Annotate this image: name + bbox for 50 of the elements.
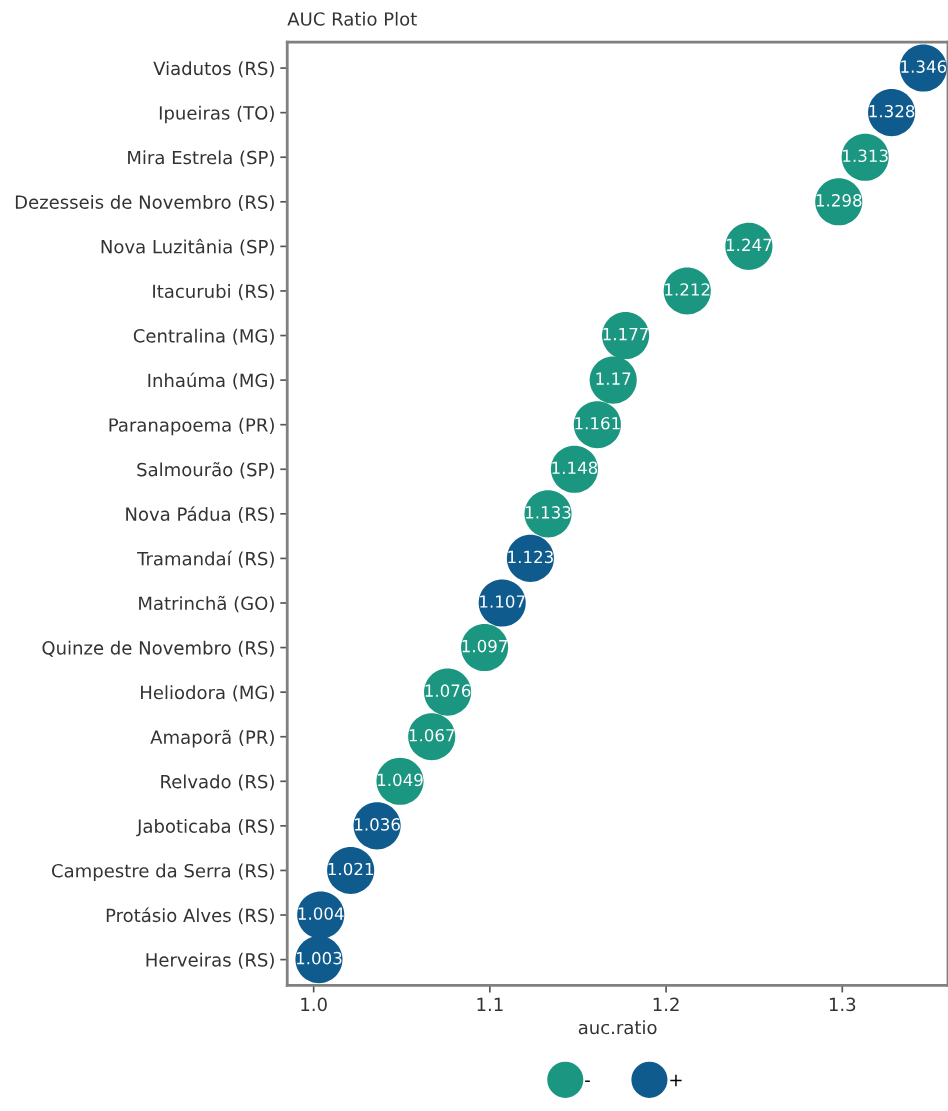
x-axis-title: auc.ratio bbox=[578, 1020, 657, 1035]
data-label: 1.049 bbox=[377, 773, 423, 787]
data-label: 1.067 bbox=[409, 728, 455, 742]
data-label: 1.161 bbox=[575, 416, 620, 430]
y-tick-label: Paranapoema (PR) bbox=[109, 417, 274, 436]
y-tick-label: Relvado (RS) bbox=[161, 774, 274, 791]
data-label: 1.212 bbox=[665, 283, 710, 296]
y-tick-label: Herveiras (RS) bbox=[146, 952, 274, 969]
data-label: 1.004 bbox=[298, 907, 344, 920]
data-label: 1.003 bbox=[296, 951, 342, 965]
y-tick-label: Itacurubi (RS) bbox=[153, 284, 274, 301]
y-tick-label: Campestre da Serra (RS) bbox=[52, 863, 274, 882]
data-label: 1.148 bbox=[552, 461, 598, 475]
y-tick-label: Quinze de Novembro (RS) bbox=[42, 640, 274, 657]
data-label: 1.076 bbox=[425, 684, 471, 697]
y-tick-label: Viadutos (RS) bbox=[153, 61, 274, 78]
y-tick-label: Heliodora (MG) bbox=[141, 685, 274, 702]
chart-title: AUC Ratio Plot bbox=[287, 11, 417, 26]
y-tick-label: Mira Estrela (SP) bbox=[128, 150, 274, 167]
data-label: 1.133 bbox=[526, 506, 571, 519]
y-tick-label: Salmourão (SP) bbox=[137, 462, 274, 479]
data-label: 1.313 bbox=[843, 149, 888, 163]
data-label: 1.328 bbox=[869, 104, 915, 118]
data-label: 1.177 bbox=[603, 327, 648, 341]
y-tick-label: Inhaúma (MG) bbox=[148, 372, 274, 390]
y-tick-label: Amaporã (PR) bbox=[150, 729, 274, 748]
legend-label: + bbox=[670, 1074, 682, 1087]
data-label: 1.107 bbox=[480, 595, 525, 608]
y-tick-label: Nova Pádua (RS) bbox=[126, 506, 274, 524]
x-tick-label: 1.3 bbox=[829, 997, 856, 1012]
data-label: 1.123 bbox=[508, 550, 553, 564]
y-tick-label: Ipueiras (TO) bbox=[159, 105, 274, 124]
data-label: 1.247 bbox=[726, 238, 772, 251]
legend-label: - bbox=[585, 1080, 590, 1082]
y-tick-label: Nova Luzitânia (SP) bbox=[101, 238, 274, 256]
y-tick-label: Matrinchã (GO) bbox=[139, 595, 274, 613]
y-tick-label: Tramandaí (RS) bbox=[137, 550, 274, 568]
x-tick-label: 1.0 bbox=[301, 997, 327, 1012]
y-tick-label: Protásio Alves (RS) bbox=[106, 907, 274, 925]
data-label: 1.021 bbox=[328, 862, 373, 876]
y-tick-label: Dezesseis de Novembro (RS) bbox=[15, 194, 274, 212]
data-label: 1.17 bbox=[596, 372, 631, 385]
data-label: 1.346 bbox=[901, 60, 947, 73]
x-tick-label: 1.2 bbox=[653, 997, 679, 1011]
x-tick-label: 1.1 bbox=[477, 997, 503, 1011]
y-tick-label: Centralina (MG) bbox=[133, 328, 274, 345]
data-label: 1.097 bbox=[462, 639, 508, 653]
y-tick-label: Jaboticaba (RS) bbox=[136, 819, 274, 837]
data-label: 1.298 bbox=[816, 194, 862, 207]
data-label: 1.036 bbox=[355, 818, 400, 831]
